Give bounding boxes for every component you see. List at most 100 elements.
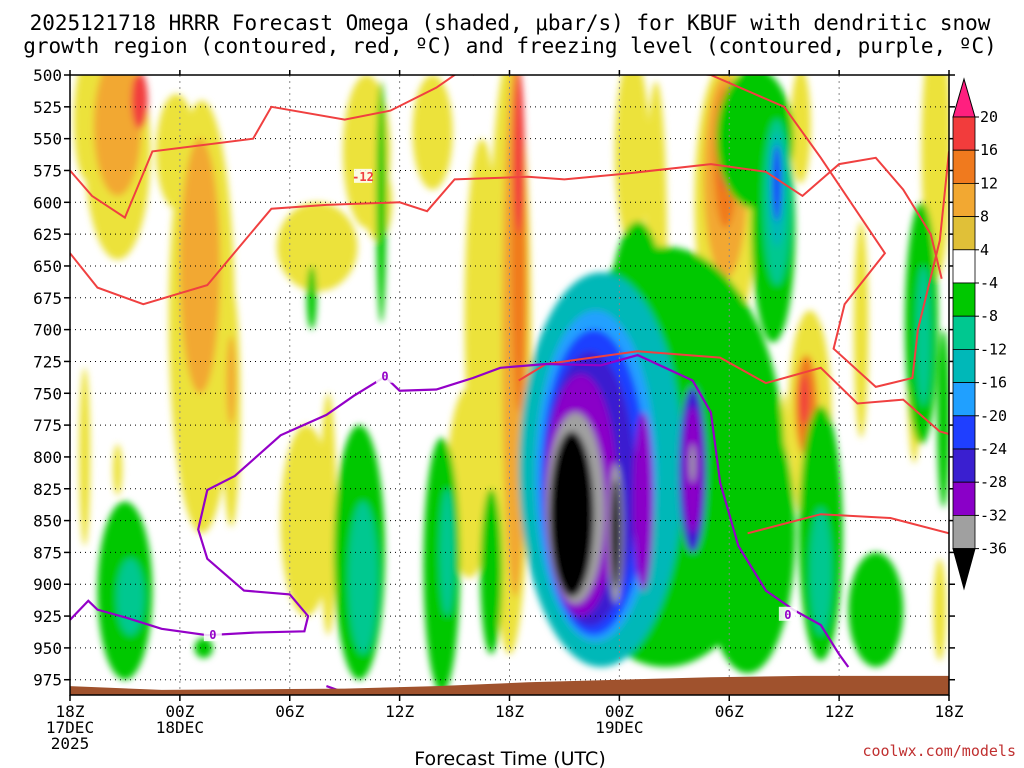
dendritic-contour	[472, 75, 949, 388]
x-tick-label: 06Z	[715, 702, 744, 721]
colorbar-label: 8	[980, 208, 989, 226]
y-tick-label: 975	[33, 671, 62, 690]
x-tick-date-label: 17DEC	[46, 718, 94, 737]
freezing-contour-label-bg	[203, 627, 222, 642]
contour-lines: -12 0 0 0	[70, 75, 949, 694]
y-tick-label: 675	[33, 289, 62, 308]
y-tick-label: 575	[33, 161, 62, 180]
surface-terrain	[70, 675, 949, 695]
x-tick-label: 06Z	[275, 702, 304, 721]
x-tick-label: 12Z	[385, 702, 414, 721]
x-axis-title: Forecast Time (UTC)	[414, 748, 605, 768]
y-tick-label: 875	[33, 543, 62, 562]
y-tick-label: 950	[33, 639, 62, 658]
x-tick-label: 12Z	[825, 702, 854, 721]
y-tick-label: 525	[33, 98, 62, 117]
dendritic-contour	[747, 513, 949, 535]
y-tick-label: 750	[33, 384, 62, 403]
chart-title-line-2: growth region (contoured, red, ºC) and f…	[23, 34, 997, 58]
dendritic-contour	[70, 75, 457, 220]
chart-title-line-1: 2025121718 HRRR Forecast Omega (shaded, …	[30, 11, 991, 35]
omega-cell	[790, 75, 811, 184]
y-tick-label: 550	[33, 130, 62, 149]
colorbar-label: 12	[980, 174, 998, 192]
omega-cell	[848, 552, 904, 667]
omega-cell	[439, 488, 455, 617]
colorbar-band	[952, 382, 976, 417]
omega-cell	[799, 374, 809, 426]
colorbar-band	[952, 415, 976, 450]
omega-cell	[348, 501, 378, 655]
colorbar-top-arrow	[952, 77, 976, 118]
omega-cell	[131, 75, 148, 130]
colorbar-band	[952, 515, 976, 550]
omega-cell	[412, 75, 453, 190]
freezing-contour-label-bg	[778, 606, 797, 621]
colorbar-band	[952, 182, 976, 217]
colorbar-label: 4	[980, 241, 989, 259]
freezing-contour-label-bg	[375, 368, 394, 383]
omega-cell	[113, 444, 123, 496]
colorbar: 20 16 12 8 4 -4 -8 -12 -16 -20 -24 -28 -32 -36	[952, 77, 1007, 591]
omega-cell	[513, 75, 525, 235]
y-tick-label: 625	[33, 225, 62, 244]
omega-cell	[633, 412, 654, 591]
omega-cell	[116, 558, 145, 636]
dendritic-contour	[70, 156, 943, 306]
colorbar-label: -28	[980, 473, 1007, 491]
y-tick-label: 850	[33, 512, 62, 531]
omega-cell	[772, 145, 782, 222]
omega-cell	[611, 479, 621, 588]
colorbar-band	[952, 249, 976, 284]
x-tick-label: 18Z	[495, 702, 524, 721]
omega-cell	[549, 431, 594, 597]
omega-cell	[853, 221, 869, 438]
x-tick-label: 18Z	[56, 702, 85, 721]
colorbar-band	[952, 348, 976, 383]
omega-cell	[306, 266, 317, 330]
omega-cell	[933, 558, 947, 661]
colorbar-label: 16	[980, 141, 998, 159]
omega-cell	[614, 75, 650, 247]
y-tick-label: 900	[33, 575, 62, 594]
x-tick-year-label: 2025	[51, 734, 90, 753]
y-tick-label: 925	[33, 607, 62, 626]
colorbar-label: -12	[980, 340, 1007, 358]
colorbar-label: -24	[980, 440, 1007, 458]
colorbar-label: -36	[980, 540, 1007, 558]
freezing-level-contour	[70, 353, 850, 668]
dendritic-contour-label-bg	[354, 168, 372, 183]
x-tick-date-label: 19DEC	[595, 718, 643, 737]
freezing-contour-label: 0	[209, 628, 216, 642]
x-tick-label: 00Z	[165, 702, 194, 721]
omega-cell	[937, 329, 949, 508]
colorbar-label: -4	[980, 274, 998, 292]
y-tick-label: 800	[33, 448, 62, 467]
colorbar-band	[952, 116, 976, 151]
x-tick-label: 18Z	[935, 702, 964, 721]
omega-cell	[916, 266, 931, 406]
x-tick-date-label: 18DEC	[156, 718, 204, 737]
colorbar-band	[952, 216, 976, 251]
omega-cell	[809, 507, 832, 636]
y-tick-label: 500	[33, 66, 62, 85]
colorbar-label: -20	[980, 407, 1007, 425]
colorbar-band	[952, 448, 976, 483]
colorbar-label: -32	[980, 506, 1007, 524]
dendritic-contour-label: -12	[352, 170, 374, 184]
colorbar-band	[952, 315, 976, 350]
colorbar-band	[952, 282, 976, 317]
omega-cell	[79, 367, 91, 546]
y-tick-label: 725	[33, 352, 62, 371]
freezing-contour-label: 0	[381, 370, 388, 384]
colorbar-band	[952, 481, 976, 516]
y-tick-label: 650	[33, 257, 62, 276]
y-tick-label: 700	[33, 321, 62, 340]
omega-cell	[320, 393, 337, 636]
y-tick-label: 825	[33, 480, 62, 499]
omega-cell	[280, 425, 332, 617]
omega-cell	[93, 75, 142, 196]
omega-cell	[276, 202, 358, 292]
